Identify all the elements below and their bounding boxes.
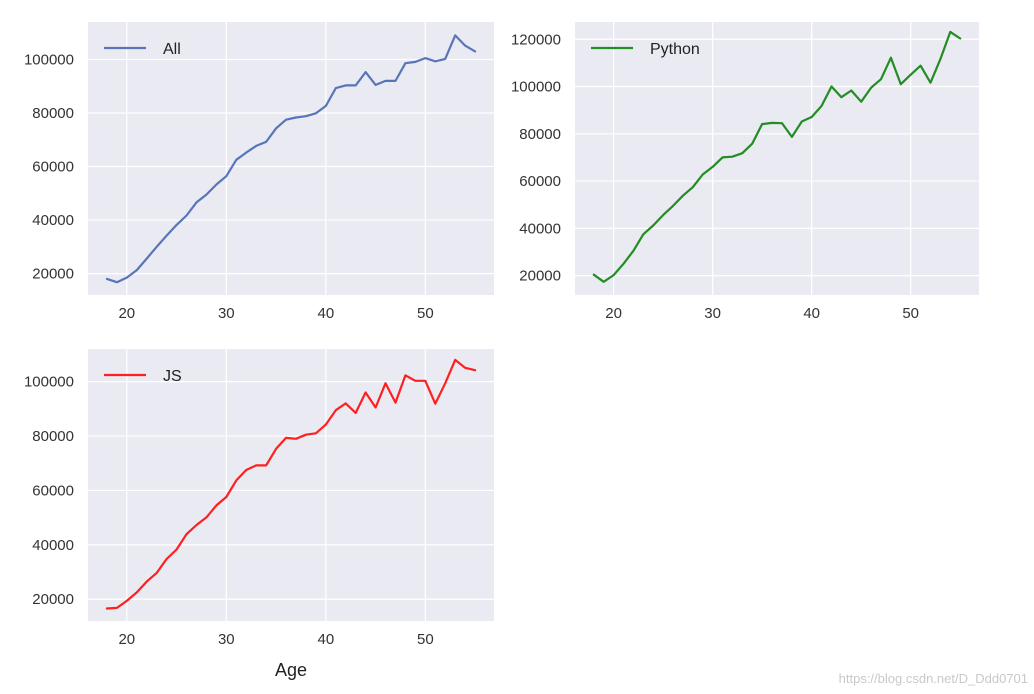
x-tick-label: 30 — [218, 631, 235, 648]
y-tick-label: 20000 — [519, 268, 561, 285]
y-tick-label: 100000 — [24, 51, 74, 68]
series-line-js — [105, 358, 477, 610]
x-tick-label: 30 — [704, 305, 721, 322]
x-tick-label: 20 — [118, 631, 135, 648]
x-tick-label: 50 — [417, 631, 434, 648]
y-tick-label: 120000 — [511, 31, 561, 48]
x-tick-label: 50 — [417, 305, 434, 322]
legend-label: Python — [650, 41, 700, 58]
watermark: https://blog.csdn.net/D_Ddd0701 — [838, 671, 1028, 686]
legend: JS — [104, 368, 182, 385]
y-tick-label: 60000 — [32, 482, 74, 499]
legend-label: All — [163, 41, 181, 58]
y-tick-label: 40000 — [519, 220, 561, 237]
y-tick-label: 100000 — [511, 79, 561, 96]
legend: Python — [591, 41, 700, 58]
subplot-1: 20 30 40 50 20000 40000 60000 80000 100000 All — [24, 22, 494, 322]
x-tick-label: 50 — [902, 305, 919, 322]
y-tick-label: 80000 — [32, 105, 74, 122]
y-tick-label: 80000 — [32, 428, 74, 445]
x-tick-label: 40 — [317, 631, 334, 648]
legend-label: JS — [163, 368, 182, 385]
y-tick-label: 80000 — [519, 126, 561, 143]
x-tick-label: 20 — [605, 305, 622, 322]
plot-area — [575, 22, 979, 295]
y-tick-label: 20000 — [32, 591, 74, 608]
legend: All — [104, 41, 181, 58]
x-tick-label: 40 — [317, 305, 334, 322]
series-line-python — [592, 30, 962, 283]
x-tick-label: 20 — [118, 305, 135, 322]
y-tick-label: 40000 — [32, 212, 74, 229]
series-line-all — [105, 34, 477, 284]
y-tick-label: 60000 — [32, 159, 74, 176]
x-tick-label: 30 — [218, 305, 235, 322]
y-tick-label: 40000 — [32, 537, 74, 554]
x-tick-label: 40 — [803, 305, 820, 322]
y-tick-label: 60000 — [519, 173, 561, 190]
plot-area — [88, 349, 494, 621]
plot-area — [88, 22, 494, 295]
x-axis-label: Age — [275, 660, 307, 680]
subplot-3: 20 30 40 50 20000 40000 60000 80000 100000 JS Age — [24, 349, 494, 680]
y-tick-label: 100000 — [24, 374, 74, 391]
y-tick-label: 20000 — [32, 266, 74, 283]
subplot-2: 20 30 40 50 20000 40000 60000 80000 100000 120000… — [511, 22, 979, 322]
